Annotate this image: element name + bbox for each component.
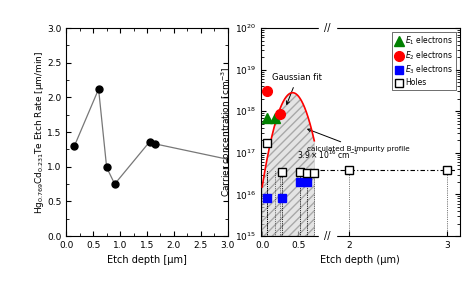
Text: $3.9\times10^{16}$ cm$^{-3}$: $3.9\times10^{16}$ cm$^{-3}$ — [297, 149, 359, 161]
Y-axis label: Hg$_{0.769}$Cd$_{0.231}$Te Etch Rate [μm/min]: Hg$_{0.769}$Cd$_{0.231}$Te Etch Rate [μm… — [33, 50, 46, 214]
Legend: $E_1$ electrons, $E_2$ electrons, $E_3$ electrons, Holes: $E_1$ electrons, $E_2$ electrons, $E_3$ … — [392, 32, 456, 90]
X-axis label: Etch depth [μm]: Etch depth [μm] — [107, 255, 187, 266]
Y-axis label: Carrier concentration [cm$^{-3}$]: Carrier concentration [cm$^{-3}$] — [220, 67, 233, 197]
Text: //: // — [324, 231, 330, 241]
Text: calculated B-impurity profile: calculated B-impurity profile — [307, 129, 410, 151]
Text: //: // — [324, 23, 330, 33]
Text: Gaussian fit: Gaussian fit — [272, 73, 322, 104]
X-axis label: Etch depth (μm): Etch depth (μm) — [320, 255, 400, 266]
